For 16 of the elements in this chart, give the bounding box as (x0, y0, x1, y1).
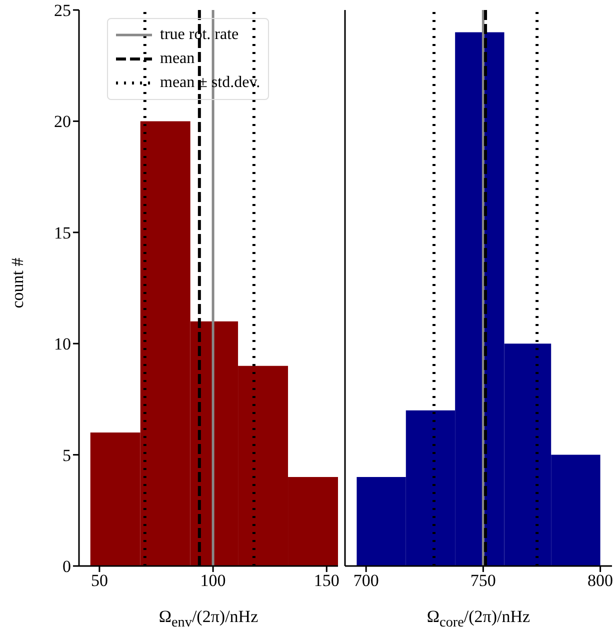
x-tick-label: 800 (588, 571, 614, 590)
x-tick-label: 100 (200, 571, 226, 590)
x-tick-label: 700 (353, 571, 379, 590)
y-tick-label: 10 (54, 334, 71, 354)
y-tick-label: 5 (62, 446, 71, 465)
ref-line-label: mean (160, 49, 195, 69)
y-tick-label: 20 (54, 112, 71, 132)
x-tick-label: 50 (90, 571, 108, 590)
x-axis-title: Ω$_{core}$/(2π)/nHz (426, 607, 532, 632)
y-axis-title: count # (8, 256, 28, 310)
y-tick-label: 15 (54, 223, 71, 242)
x-tick-label: 750 (470, 571, 496, 590)
x-axis-title: Ω$_{env}$/(2π)/nHz (158, 607, 260, 632)
x-tick-label: 150 (314, 571, 340, 590)
y-tick-label: 25 (54, 1, 71, 20)
y-tick-label: 0 (62, 557, 71, 576)
